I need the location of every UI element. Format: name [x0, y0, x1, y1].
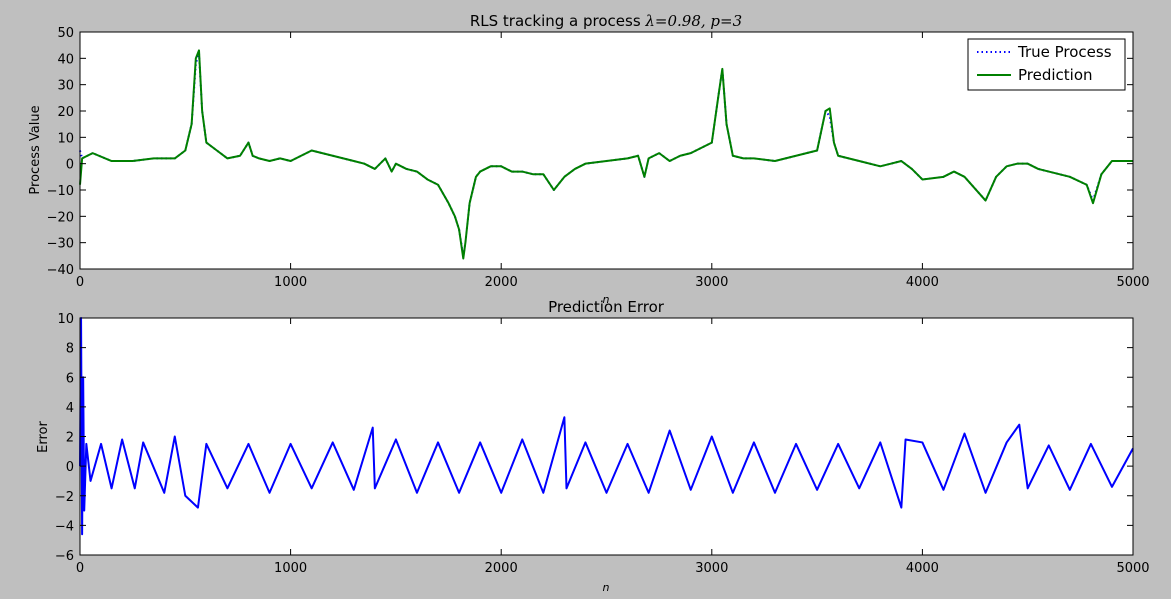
top-axes: 0 1000 2000 3000 4000 5000 −40 −30 −20 −10 0 10 20 30… — [47, 26, 1150, 290]
bottom-chart-title: Prediction Error — [548, 298, 665, 316]
top-ytick-label: 20 — [57, 105, 74, 120]
bottom-axes: 0 1000 2000 3000 4000 5000 −6 −4 −2 0 2 4 6 8 10 — [55, 312, 1150, 576]
top-ytick-label: 50 — [57, 26, 74, 41]
legend-label-true-process: True Process — [1017, 43, 1112, 61]
bottom-ylabel: Error — [36, 421, 51, 453]
bottom-ytick-label: 0 — [66, 460, 74, 475]
bottom-xtick-label: 1000 — [274, 561, 307, 576]
top-xlabel: n — [603, 293, 610, 306]
bottom-chart: Prediction Error 0 1000 2000 3000 4000 5000 −6… — [36, 298, 1150, 594]
top-series-layer — [79, 49, 1133, 260]
legend-label-prediction: Prediction — [1018, 66, 1093, 84]
top-plot-area — [80, 32, 1133, 269]
bottom-ytick-label: 4 — [66, 401, 74, 416]
bottom-xtick-label: 4000 — [906, 561, 939, 576]
bottom-xtick-label: 2000 — [485, 561, 518, 576]
top-ylabel: Process Value — [28, 105, 43, 194]
top-xtick-label: 2000 — [485, 275, 518, 290]
top-ytick-label: −10 — [47, 184, 74, 199]
top-ytick-label: 10 — [57, 131, 74, 146]
bottom-xtick-label: 5000 — [1116, 561, 1149, 576]
top-plot-frame — [79, 31, 1134, 270]
top-ytick-label: 30 — [57, 79, 74, 94]
top-ytick-label: −40 — [47, 263, 74, 278]
top-xtick-label: 5000 — [1116, 275, 1149, 290]
top-xtick-label: 3000 — [695, 275, 728, 290]
bottom-ytick-label: 6 — [66, 371, 74, 386]
bottom-ytick-label: −2 — [55, 490, 74, 505]
top-chart-title: RLS tracking a process λ=0.98, p=3 — [470, 12, 742, 30]
bottom-plot-area — [80, 318, 1133, 555]
bottom-xlabel: n — [603, 581, 610, 594]
bottom-ytick-label: 2 — [66, 431, 74, 446]
bottom-ytick-label: −4 — [55, 519, 74, 534]
top-ytick-label: −20 — [47, 210, 74, 225]
bottom-xtick-label: 0 — [76, 561, 84, 576]
bottom-xtick-label: 3000 — [695, 561, 728, 576]
top-xtick-label: 0 — [76, 275, 84, 290]
top-xtick-label: 1000 — [274, 275, 307, 290]
top-ytick-label: −30 — [47, 237, 74, 252]
top-ytick-label: 40 — [57, 52, 74, 67]
bottom-series-layer — [79, 317, 1134, 536]
bottom-ytick-label: −6 — [55, 549, 74, 564]
top-ytick-label: 0 — [66, 158, 74, 173]
top-legend: True Process Prediction — [967, 38, 1126, 91]
legend-box — [967, 38, 1126, 91]
top-series-prediction — [79, 49, 1133, 260]
bottom-ytick-label: 8 — [66, 342, 74, 357]
bottom-series-error — [79, 317, 1134, 536]
top-chart: RLS tracking a process λ=0.98, p=3 0 1000… — [28, 12, 1150, 306]
bottom-ytick-label: 10 — [57, 312, 74, 327]
top-xtick-label: 4000 — [906, 275, 939, 290]
